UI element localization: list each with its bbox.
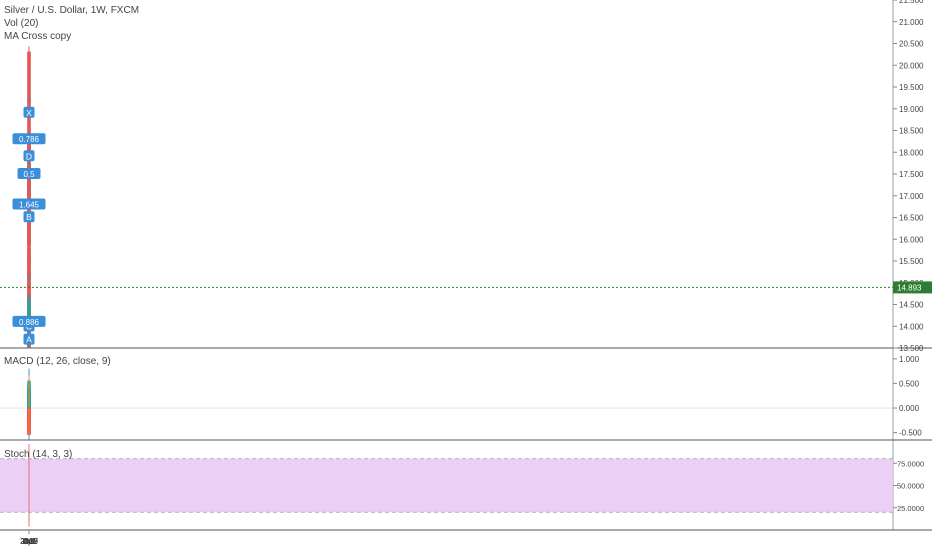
price-axis-tick-label: 16.500 <box>899 214 924 223</box>
macd-axis-tick-label: 0.500 <box>899 379 920 388</box>
stoch-band <box>0 459 893 512</box>
price-axis-tick-label: 18.500 <box>899 127 924 136</box>
price-axis-tick-label: 15.500 <box>899 257 924 266</box>
pattern-point-d: D <box>24 150 35 161</box>
price-axis-tick-label: 14.000 <box>899 322 924 331</box>
price-axis-tick-label: 19.000 <box>899 105 924 114</box>
ratio-label-text: 1.645 <box>19 200 40 209</box>
pattern-label-text: D <box>26 151 32 161</box>
price-axis-tick-label: 13.500 <box>899 344 924 353</box>
macd-legend[interactable]: MACD (12, 26, close, 9) <box>4 356 111 368</box>
price-axis-tick-label: 21.500 <box>899 0 924 5</box>
pattern-label-text: B <box>26 212 32 222</box>
price-axis-tick-label: 19.500 <box>899 83 924 92</box>
stoch-axis-tick-label: 75.0000 <box>897 459 924 468</box>
volume-legend[interactable]: Vol (20) <box>4 18 38 30</box>
stoch-axis-tick-label: 50.0000 <box>897 482 924 491</box>
ma-legend[interactable]: MA Cross copy <box>4 31 71 43</box>
ratio-label-text: 0.886 <box>19 318 40 327</box>
pattern-label-text: A <box>26 335 32 345</box>
price-axis-tick-label: 20.500 <box>899 40 924 49</box>
price-axis-tick-label: 17.000 <box>899 192 924 201</box>
pattern-point-b: B <box>24 211 35 222</box>
price-axis-tick-label: 18.000 <box>899 148 924 157</box>
macd-axis-tick-label: 1.000 <box>899 355 920 364</box>
pattern-point-x: X <box>24 107 35 118</box>
price-axis-tick-label: 16.000 <box>899 235 924 244</box>
price-axis-tick-label: 21.000 <box>899 18 924 27</box>
ratio-label-text: 0.5 <box>23 170 35 179</box>
macd-axis-tick-label: -0.500 <box>899 429 922 438</box>
ratio-label-text: 0.786 <box>19 135 40 144</box>
stoch-legend[interactable]: Stoch (14, 3, 3) <box>4 449 72 461</box>
x-axis-tick-label: Oct <box>23 537 36 546</box>
current-price-label: 14.893 <box>897 283 922 292</box>
candlestick <box>27 295 30 296</box>
macd-axis-tick-label: 0.000 <box>899 404 920 413</box>
pattern-label-text: X <box>26 108 32 118</box>
symbol-title[interactable]: Silver / U.S. Dollar, 1W, FXCM <box>4 5 139 17</box>
price-axis-tick-label: 20.000 <box>899 61 924 70</box>
pattern-point-a: A <box>24 334 35 345</box>
price-axis-tick-label: 17.500 <box>899 170 924 179</box>
stoch-axis-tick-label: 25.0000 <box>897 504 924 513</box>
price-axis-tick-label: 14.500 <box>899 301 924 310</box>
